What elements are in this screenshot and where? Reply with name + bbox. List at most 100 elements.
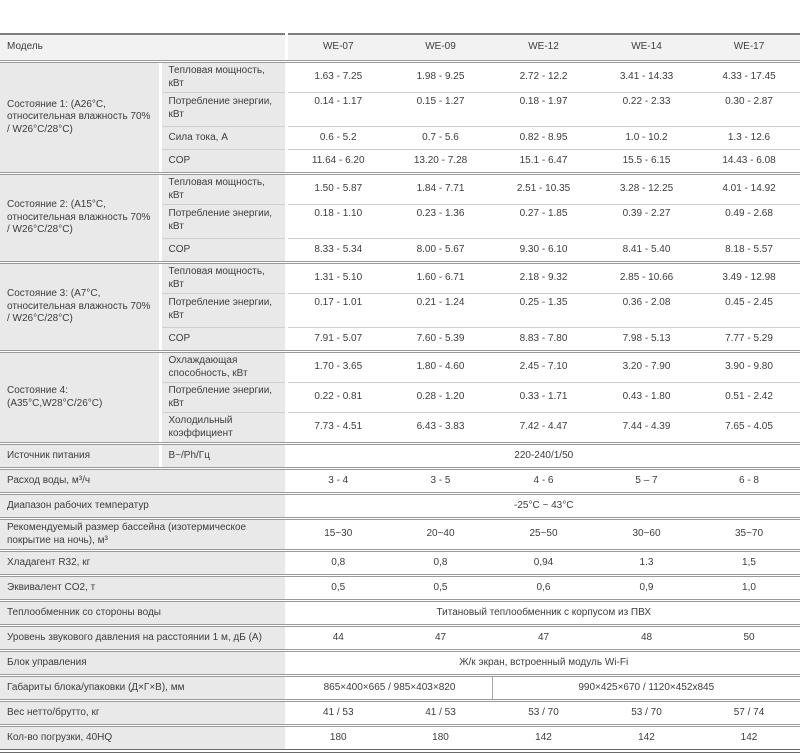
- section1-row2: Потребление энергии, кВт 0.14 - 1.17 0.1…: [0, 92, 800, 127]
- condition-label: Состояние 2: (A15°C, относительная влажн…: [0, 172, 162, 263]
- value-cell: 1.0 - 10.2: [595, 126, 698, 150]
- condition-label: Состояние 1: (A26°C, относительная влажн…: [0, 60, 162, 174]
- value-cell: 50: [698, 624, 800, 651]
- spec-label: Уровень звукового давления на расстоянии…: [0, 624, 288, 651]
- value-cell: 8.00 - 5.67: [389, 238, 492, 263]
- value-cell: 0,5: [389, 574, 492, 601]
- value-cell: Титановый теплообменник с корпусом из ПВ…: [286, 599, 800, 626]
- value-cell: 41 / 53: [286, 699, 389, 726]
- value-cell: 25~50: [492, 517, 595, 551]
- value-cell: 0.33 - 1.71: [492, 382, 595, 413]
- value-cell: 2.51 - 10.35: [492, 172, 595, 205]
- model-header-label: Модель: [0, 34, 288, 62]
- value-cell: 0.23 - 1.36: [389, 204, 492, 239]
- value-cell: 15.1 - 6.47: [492, 149, 595, 174]
- section2-row2: Потребление энергии, кВт 0.18 - 1.10 0.2…: [0, 204, 800, 239]
- value-cell: 865×400×665 / 985×403×820: [286, 674, 492, 701]
- param-label: Холодильный коэффициент: [160, 412, 288, 444]
- param-label: Сила тока, А: [160, 126, 288, 150]
- section1-row1: Состояние 1: (A26°C, относительная влажн…: [0, 60, 800, 174]
- section2-row1: Состояние 2: (A15°C, относительная влажн…: [0, 172, 800, 263]
- value-cell: 180: [389, 724, 492, 751]
- spec-table: Модель WE-07 WE-09 WE-12 WE-14 WE-17 Сос…: [0, 33, 800, 753]
- value-cell: 0,8: [389, 549, 492, 576]
- value-cell: 7.65 - 4.05: [698, 412, 800, 444]
- value-cell: 3.90 - 9.80: [698, 350, 800, 383]
- condition-label: Состояние 3: (A7°C, относительная влажно…: [0, 261, 162, 352]
- param-label: COP: [160, 327, 288, 352]
- value-cell: 6.43 - 3.83: [389, 412, 492, 444]
- value-cell: 1.80 - 4.60: [389, 350, 492, 383]
- value-cell: 0.30 - 2.87: [698, 92, 800, 127]
- section4-row1: Состояние 4: (A35°C,W28°C/26°C) Охлаждаю…: [0, 350, 800, 444]
- value-cell: 6 - 8: [698, 467, 800, 494]
- value-cell: 1.98 - 9.25: [389, 60, 492, 93]
- value-cell: 3 - 5: [389, 467, 492, 494]
- section3-row1: Состояние 3: (A7°C, относительная влажно…: [0, 261, 800, 352]
- pool-size-row: Рекомендуемый размер бассейна (изотермич…: [0, 517, 800, 551]
- spec-label: Вес нетто/брутто, кг: [0, 699, 288, 726]
- section3-row2: Потребление энергии, кВт 0.17 - 1.01 0.2…: [0, 293, 800, 328]
- value-cell: 220-240/1/50: [286, 442, 800, 469]
- value-cell: 53 / 70: [492, 699, 595, 726]
- section2-row3: COP 8.33 - 5.34 8.00 - 5.67 9.30 - 6.10 …: [0, 238, 800, 263]
- value-cell: Ж/к экран, встроенный модуль Wi-Fi: [286, 649, 800, 676]
- value-cell: 14.43 - 6.08: [698, 149, 800, 174]
- section3-row3: COP 7.91 - 5.07 7.60 - 5.39 8.83 - 7.80 …: [0, 327, 800, 352]
- value-cell: 0.49 - 2.68: [698, 204, 800, 239]
- heat-exchanger-row: Теплообменник со стороны воды Титановый …: [0, 599, 800, 626]
- param-label: Потребление энергии, кВт: [160, 382, 288, 413]
- value-cell: 8.18 - 5.57: [698, 238, 800, 263]
- value-cell: 0,5: [286, 574, 389, 601]
- value-cell: 47: [389, 624, 492, 651]
- value-cell: 0,9: [595, 574, 698, 601]
- value-cell: 1.84 - 7.71: [389, 172, 492, 205]
- model-name: WE-09: [389, 34, 492, 62]
- value-cell: 7.44 - 4.39: [595, 412, 698, 444]
- value-cell: 41 / 53: [389, 699, 492, 726]
- value-cell: 0.36 - 2.08: [595, 293, 698, 328]
- sound-row: Уровень звукового давления на расстоянии…: [0, 624, 800, 651]
- value-cell: 3 - 4: [286, 467, 389, 494]
- spec-label: Блок управления: [0, 649, 288, 676]
- value-cell: 20~40: [389, 517, 492, 551]
- value-cell: 990×425×670 / 1120×452x845: [491, 674, 800, 701]
- value-cell: 2.72 - 12.2: [492, 60, 595, 93]
- dimensions-row: Габариты блока/упаковки (Д×Г×В), мм 865×…: [0, 674, 800, 701]
- spec-label: Расход воды, м³/ч: [0, 467, 288, 494]
- value-cell: 0.22 - 0.81: [286, 382, 389, 413]
- param-label: Охлаждающая способность, кВт: [160, 350, 288, 383]
- value-cell: 0.43 - 1.80: [595, 382, 698, 413]
- value-cell: 0.21 - 1.24: [389, 293, 492, 328]
- value-cell: 15.5 - 6.15: [595, 149, 698, 174]
- value-cell: 0,6: [492, 574, 595, 601]
- param-label: COP: [160, 238, 288, 263]
- co2-row: Эквивалент CO2, т 0,5 0,5 0,6 0,9 1,0: [0, 574, 800, 601]
- value-cell: 44: [286, 624, 389, 651]
- value-cell: 30~60: [595, 517, 698, 551]
- value-cell: 0.45 - 2.45: [698, 293, 800, 328]
- model-name: WE-07: [286, 34, 389, 62]
- value-cell: 142: [492, 724, 595, 751]
- spec-label: Габариты блока/упаковки (Д×Г×В), мм: [0, 674, 288, 701]
- value-cell: 0.14 - 1.17: [286, 92, 389, 127]
- value-cell: 0.22 - 2.33: [595, 92, 698, 127]
- value-cell: 0.18 - 1.10: [286, 204, 389, 239]
- spec-label: Рекомендуемый размер бассейна (изотермич…: [0, 517, 288, 551]
- param-label: Потребление энергии, кВт: [160, 204, 288, 239]
- value-cell: 2.85 - 10.66: [595, 261, 698, 294]
- value-cell: 1.70 - 3.65: [286, 350, 389, 383]
- value-cell: 7.98 - 5.13: [595, 327, 698, 352]
- value-cell: 1.3 - 12.6: [698, 126, 800, 150]
- loading-row: Кол-во погрузки, 40HQ 180 180 142 142 14…: [0, 724, 800, 751]
- value-cell: 1,0: [698, 574, 800, 601]
- weight-row: Вес нетто/брутто, кг 41 / 53 41 / 53 53 …: [0, 699, 800, 726]
- value-cell: 48: [595, 624, 698, 651]
- value-cell: 0.15 - 1.27: [389, 92, 492, 127]
- value-cell: 47: [492, 624, 595, 651]
- value-cell: 8.83 - 7.80: [492, 327, 595, 352]
- spec-label: Хладагент R32, кг: [0, 549, 288, 576]
- value-cell: 142: [595, 724, 698, 751]
- model-name: WE-14: [595, 34, 698, 62]
- value-cell: 0,94: [492, 549, 595, 576]
